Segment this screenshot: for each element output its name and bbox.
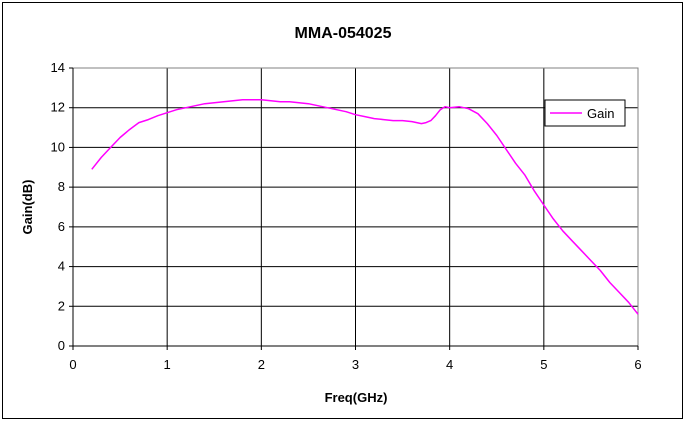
chart-title: MMA-054025 — [295, 25, 392, 42]
x-tick-label: 2 — [258, 357, 265, 372]
series-line-gain — [91, 99, 639, 315]
y-tick-label: 6 — [58, 219, 65, 234]
y-tick-label: 10 — [51, 139, 65, 154]
chart-frame — [2, 2, 683, 419]
x-tick-label: 4 — [446, 357, 453, 372]
y-axis-label: Gain(dB) — [20, 180, 35, 235]
legend-label-gain: Gain — [587, 106, 614, 121]
x-tick-label: 5 — [540, 357, 547, 372]
x-tick-label: 6 — [634, 357, 641, 372]
x-tick-label: 3 — [352, 357, 359, 372]
x-axis-label: Freq(GHz) — [325, 390, 388, 405]
x-tick-label: 1 — [164, 357, 171, 372]
y-tick-label: 12 — [51, 100, 65, 115]
y-tick-label: 2 — [58, 298, 65, 313]
y-tick-label: 8 — [58, 179, 65, 194]
y-tick-label: 0 — [58, 338, 65, 353]
series-layer — [91, 99, 639, 315]
legend: Gain — [544, 99, 626, 127]
x-tick-label: 0 — [69, 357, 76, 372]
y-tick-label: 14 — [51, 60, 65, 75]
y-tick-label: 4 — [58, 259, 65, 274]
